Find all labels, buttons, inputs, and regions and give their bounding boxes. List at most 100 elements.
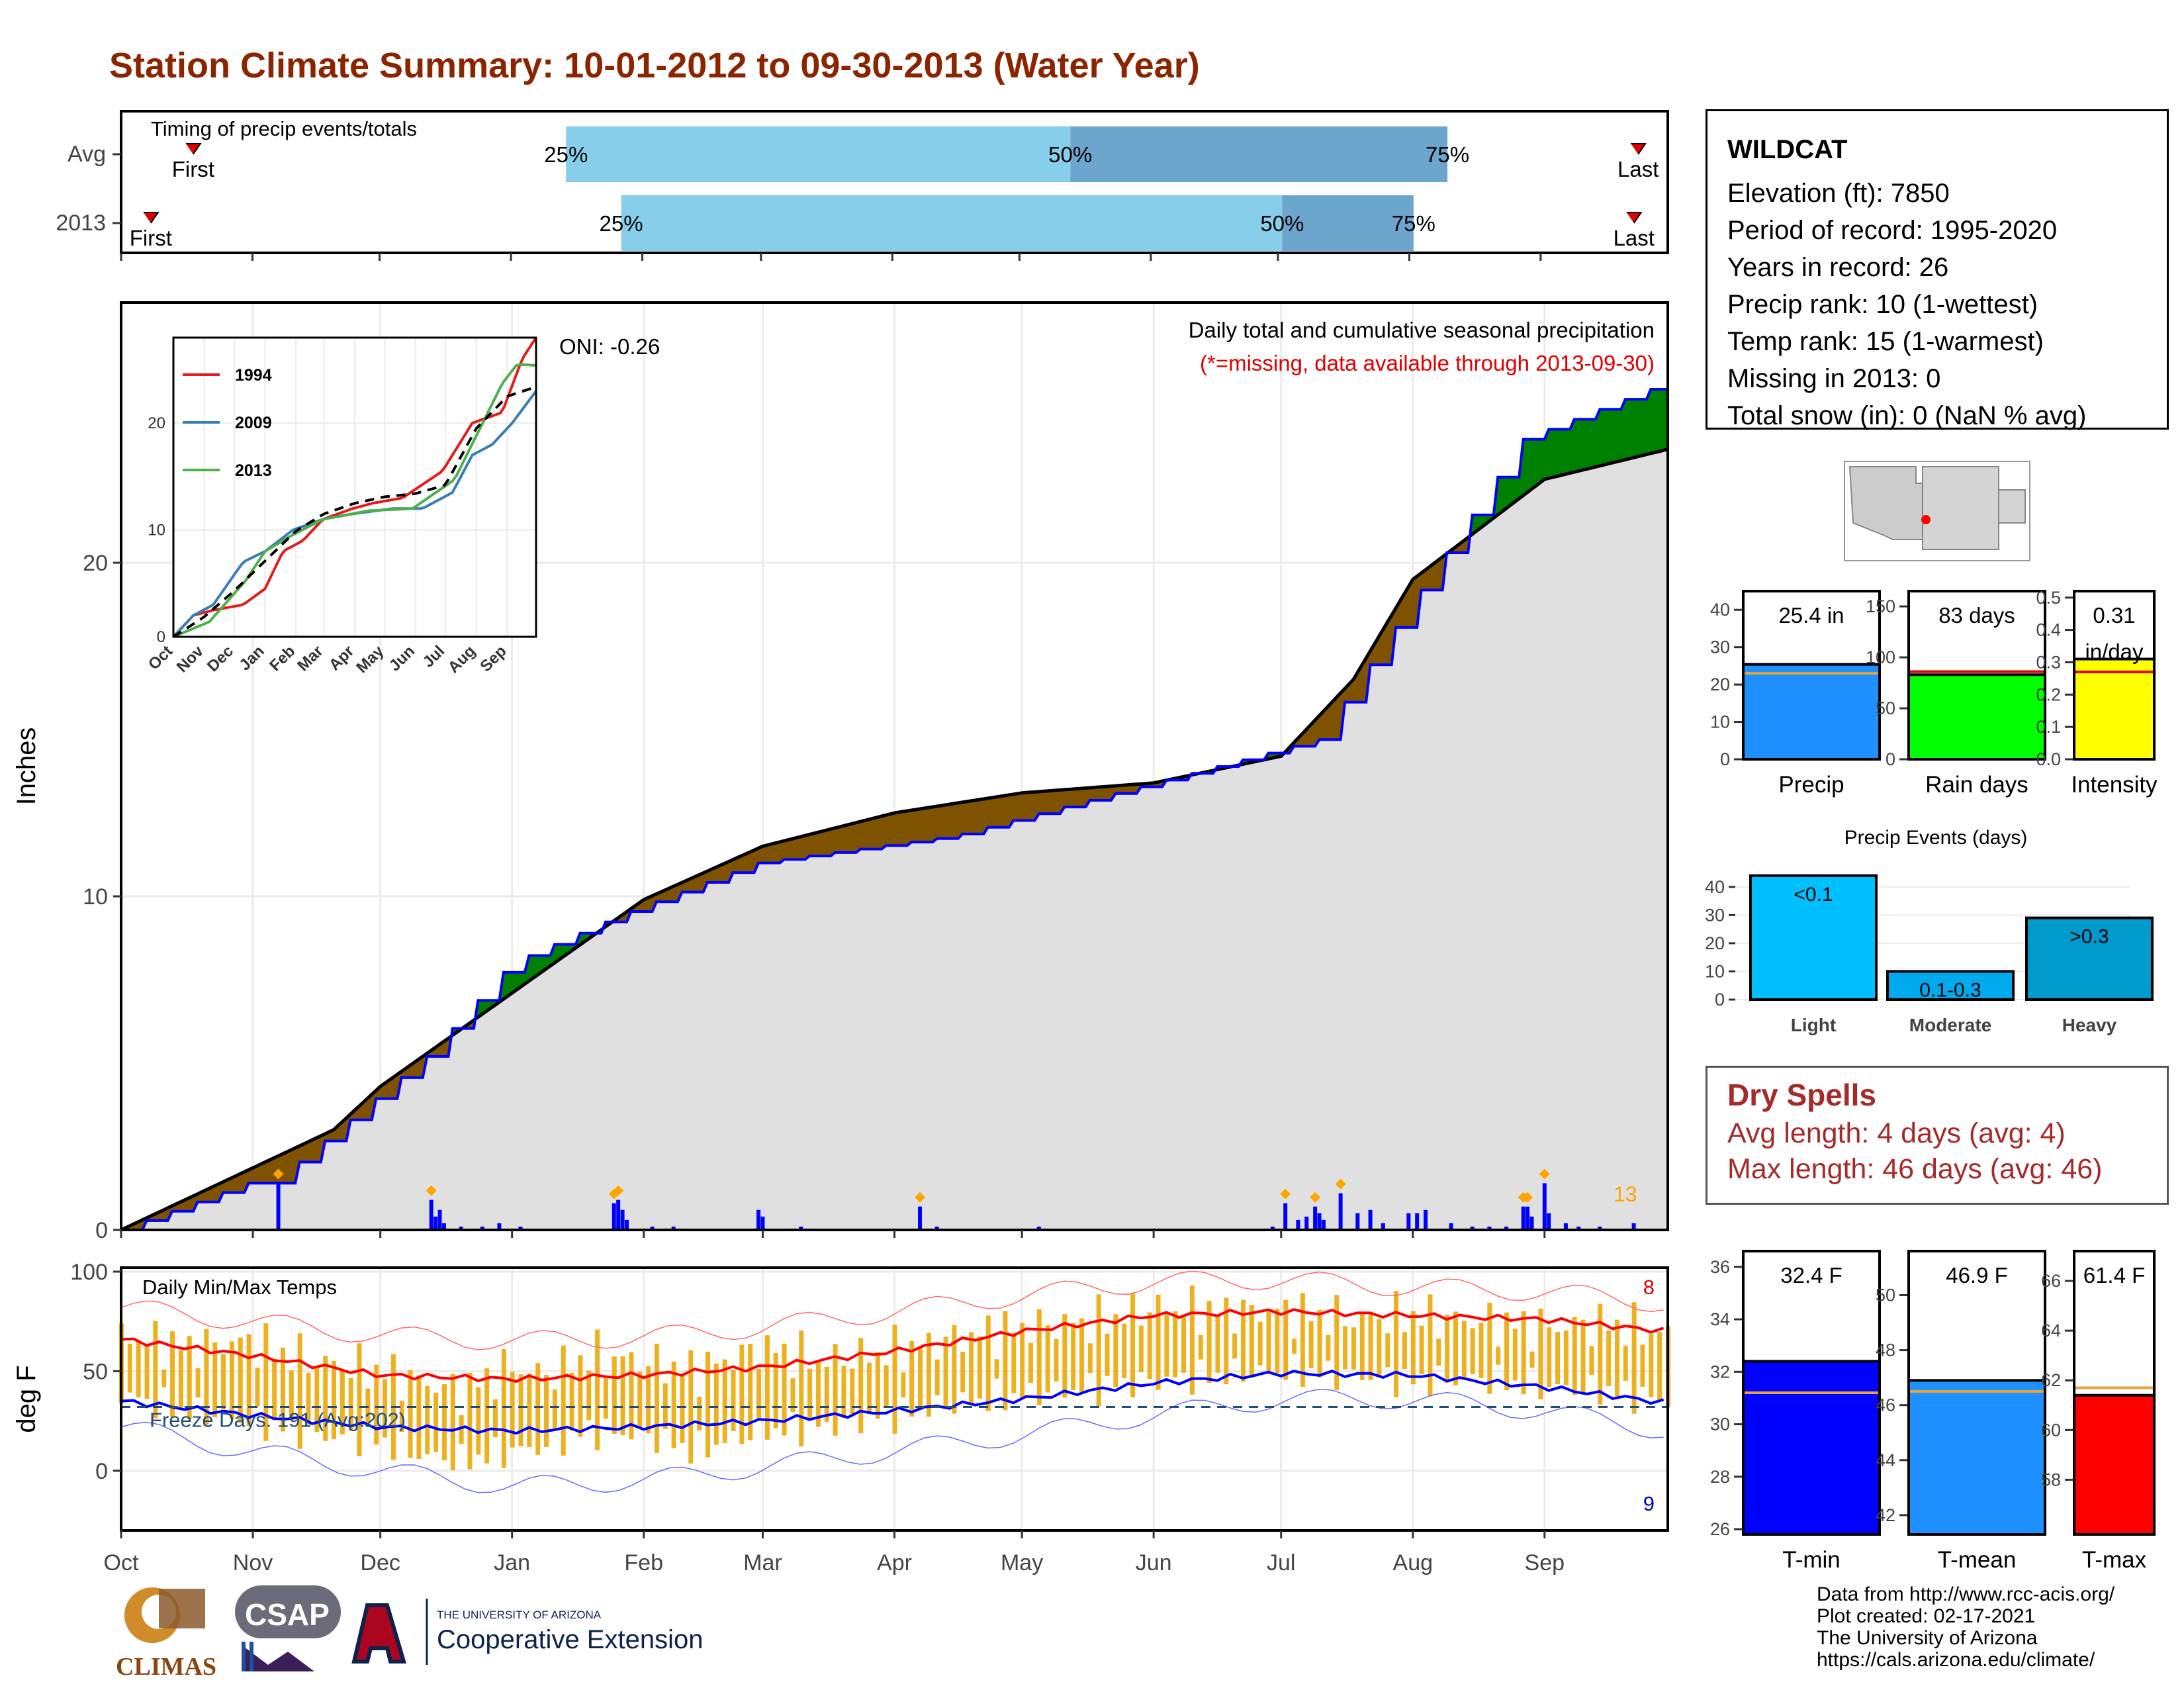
precip-daily-bar bbox=[1381, 1223, 1385, 1230]
temp-range-bar bbox=[1240, 1299, 1246, 1382]
temp-range-bar bbox=[306, 1372, 311, 1425]
rain-days-value: 83 days bbox=[1938, 603, 2015, 628]
precip-total-y-label: 30 bbox=[1710, 637, 1730, 657]
intensity-y-label: 0.0 bbox=[2036, 749, 2061, 769]
temp-range-bar bbox=[476, 1387, 481, 1455]
temp-range-bar bbox=[756, 1368, 762, 1419]
svg-text:THE UNIVERSITY OF ARIZONA: THE UNIVERSITY OF ARIZONA bbox=[437, 1609, 602, 1621]
timing-bar-q25-q50 bbox=[566, 126, 1071, 182]
precip-daily-bar bbox=[1304, 1216, 1309, 1230]
temp-range-bar bbox=[841, 1366, 846, 1419]
precip-daily-bar bbox=[1415, 1213, 1420, 1230]
temp-range-bar bbox=[441, 1384, 447, 1461]
intensity-y-label: 0.3 bbox=[2036, 652, 2061, 672]
temp-range-bar bbox=[527, 1374, 532, 1448]
precip-daily-bar bbox=[1317, 1213, 1322, 1230]
month-label: Apr bbox=[877, 1550, 912, 1575]
month-label: Mar bbox=[743, 1550, 782, 1575]
precip-daily-bar bbox=[1504, 1226, 1509, 1230]
temp-range-bar bbox=[1164, 1313, 1169, 1377]
temp-range-bar bbox=[892, 1324, 897, 1434]
credit-created: Plot created: 02-17-2021 bbox=[1817, 1605, 2036, 1627]
intensity-y-label: 0.1 bbox=[2036, 717, 2061, 737]
temp-range-bar bbox=[1385, 1333, 1390, 1368]
temp-y-axis-title: deg F bbox=[12, 1365, 41, 1432]
temp-range-bar bbox=[1257, 1321, 1263, 1366]
precip-total-y-label: 10 bbox=[1710, 712, 1730, 732]
precip-heavy-marker bbox=[1280, 1188, 1291, 1199]
month-label: Jan bbox=[494, 1550, 530, 1575]
temp-range-bar bbox=[1096, 1294, 1101, 1407]
temp-range-bar bbox=[1113, 1314, 1118, 1387]
temp-y-label: 100 bbox=[70, 1260, 108, 1285]
precip-daily-bar bbox=[616, 1199, 621, 1230]
precip-daily-bar bbox=[276, 1183, 281, 1230]
temp-range-bar bbox=[901, 1372, 906, 1397]
temp-range-bar bbox=[510, 1372, 515, 1448]
station-snow: Total snow (in): 0 (NaN % avg) bbox=[1727, 401, 2087, 430]
tmax-y-label: 60 bbox=[2041, 1420, 2061, 1440]
temp-range-bar bbox=[705, 1352, 711, 1458]
precip-daily-bar bbox=[612, 1203, 616, 1230]
dry-spells-title: Dry Spells bbox=[1727, 1078, 1876, 1112]
temp-range-bar bbox=[1623, 1345, 1628, 1381]
timing-marker bbox=[1631, 143, 1647, 155]
month-label: Dec bbox=[360, 1550, 400, 1575]
temp-range-bar bbox=[1198, 1335, 1203, 1360]
station-years: Years in record: 26 bbox=[1727, 253, 1949, 282]
temp-range-bar bbox=[552, 1389, 557, 1431]
temp-range-bar bbox=[1351, 1327, 1356, 1370]
precip-daily-bar bbox=[918, 1206, 923, 1230]
events-bar-label: >0.3 bbox=[2070, 926, 2109, 948]
temp-range-bar bbox=[1054, 1338, 1059, 1382]
tmin-value: 32.4 F bbox=[1780, 1263, 1843, 1288]
month-label: May bbox=[1001, 1550, 1043, 1575]
temp-range-bar bbox=[1130, 1293, 1136, 1397]
temp-range-bar bbox=[255, 1368, 260, 1407]
csap-logo: CSAP bbox=[235, 1585, 341, 1671]
temp-range-bar bbox=[1011, 1333, 1017, 1393]
tmean-value: 46.9 F bbox=[1946, 1263, 2008, 1288]
station-name: WILDCAT bbox=[1727, 135, 1848, 164]
temp-range-bar bbox=[459, 1415, 464, 1444]
temp-range-bar bbox=[1266, 1311, 1271, 1372]
temp-range-bar bbox=[1147, 1312, 1152, 1380]
temp-range-bar bbox=[161, 1369, 167, 1387]
precip-daily-bar bbox=[1321, 1219, 1326, 1230]
tmax-category: T-max bbox=[2082, 1547, 2147, 1573]
timing-pct-label: 25% bbox=[599, 211, 643, 236]
temp-range-bar bbox=[1589, 1346, 1594, 1376]
temp-range-bar bbox=[170, 1331, 175, 1418]
temp-range-bar bbox=[1079, 1318, 1084, 1392]
tmean-y-label: 44 bbox=[1876, 1450, 1895, 1470]
precip-daily-bar bbox=[1406, 1213, 1411, 1230]
month-label: Nov bbox=[233, 1550, 273, 1575]
precip-heavy-marker bbox=[1335, 1178, 1346, 1190]
temp-range-bar bbox=[399, 1400, 404, 1432]
temp-title: Daily Min/Max Temps bbox=[142, 1276, 337, 1299]
precip-title: Daily total and cumulative seasonal prec… bbox=[1189, 318, 1655, 342]
precip-y-axis-title: Inches bbox=[12, 727, 41, 806]
temp-range-bar bbox=[1122, 1323, 1127, 1379]
precip-total-frame bbox=[1742, 590, 1881, 761]
events-bar bbox=[1886, 970, 2015, 1001]
precip-daily-bar bbox=[1270, 1226, 1275, 1230]
temp-range-bar bbox=[1292, 1338, 1297, 1354]
intensity-value-unit: in/day bbox=[2085, 639, 2144, 664]
temp-range-bar bbox=[1249, 1305, 1254, 1378]
precip-daily-bar bbox=[1283, 1203, 1288, 1230]
precip-daily-bar bbox=[441, 1223, 446, 1230]
timing-marker bbox=[185, 143, 202, 155]
precip-total-category: Precip bbox=[1778, 772, 1844, 798]
temp-range-bar bbox=[383, 1379, 388, 1438]
events-y-label: 40 bbox=[1705, 877, 1725, 897]
logos: CLIMAS CSAP THE UNIVERSITY OF ARIZONA Co… bbox=[116, 1585, 703, 1681]
temp-range-bar bbox=[1003, 1311, 1008, 1411]
intensity-bar bbox=[2073, 657, 2156, 761]
temp-range-bar bbox=[561, 1345, 566, 1456]
temp-range-bar bbox=[1283, 1299, 1289, 1380]
credit-university: The University of Arizona bbox=[1817, 1627, 2038, 1649]
temp-range-bar bbox=[773, 1352, 778, 1429]
precip-daily-bar bbox=[1036, 1226, 1041, 1230]
